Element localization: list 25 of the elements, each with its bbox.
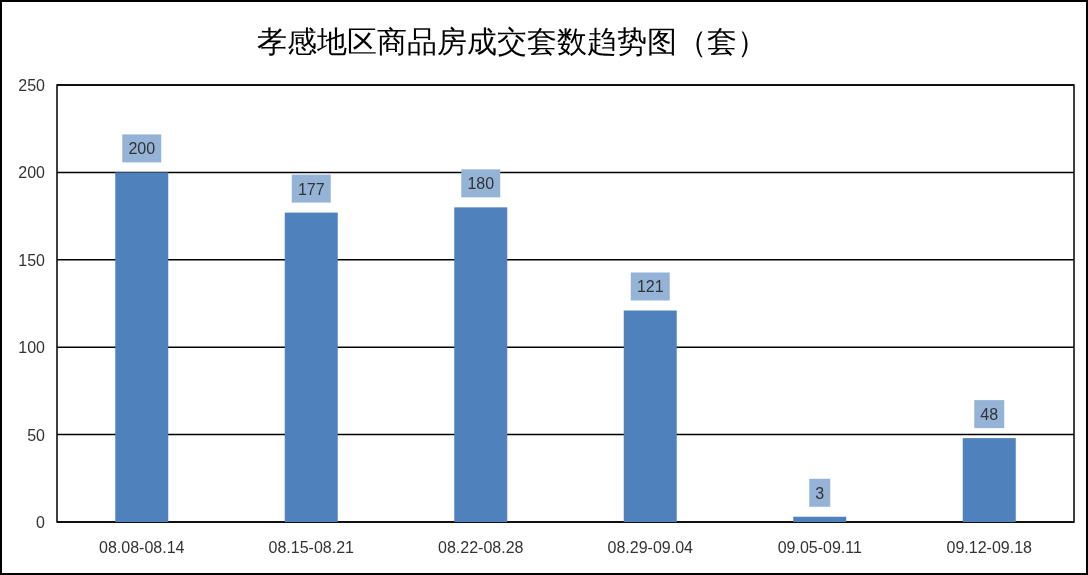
bar xyxy=(793,516,847,522)
x-tick-label: 09.12-09.18 xyxy=(946,539,1033,556)
x-tick-label: 08.08-08.14 xyxy=(99,539,185,556)
x-tick-label: 09.05-09.11 xyxy=(777,539,862,556)
data-label: 180 xyxy=(467,175,495,193)
data-label: 3 xyxy=(815,484,825,502)
x-tick-label: 08.29-09.04 xyxy=(607,539,694,556)
data-label: 200 xyxy=(128,140,156,158)
y-tick-label: 0 xyxy=(36,514,46,531)
data-label: 177 xyxy=(297,180,325,198)
y-tick-label: 50 xyxy=(27,426,46,444)
y-tick-label: 150 xyxy=(18,251,46,269)
data-label: 121 xyxy=(636,278,664,296)
y-tick-label: 100 xyxy=(18,339,46,357)
chart-title: 孝感地区商品房成交套数趋势图（套） xyxy=(257,25,767,58)
x-tick-label: 08.22-08.28 xyxy=(438,539,524,556)
bar xyxy=(962,438,1016,522)
bar xyxy=(454,207,508,522)
data-label: 48 xyxy=(980,406,999,424)
y-tick-label: 200 xyxy=(18,164,46,182)
bar xyxy=(284,212,338,522)
y-tick-label: 250 xyxy=(18,77,46,94)
x-tick-label: 08.15-08.21 xyxy=(268,539,355,556)
bar xyxy=(115,172,169,522)
bar xyxy=(623,310,677,522)
